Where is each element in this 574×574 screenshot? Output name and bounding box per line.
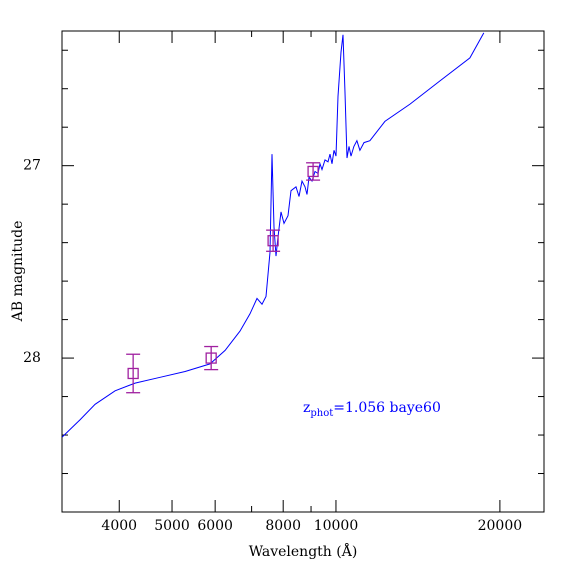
sed-line	[62, 32, 485, 438]
data-point	[127, 367, 139, 380]
data-point	[267, 235, 279, 247]
x-tick-label: 6000	[197, 518, 233, 534]
annotation-sub: phot	[310, 408, 333, 419]
x-tick-label: 4000	[101, 518, 137, 534]
annotation-main: z	[303, 400, 310, 416]
y-tick-label: 28	[23, 350, 41, 366]
y-tick-label: 27	[23, 158, 41, 174]
data-point	[205, 352, 217, 364]
x-tick-label: 10000	[314, 518, 359, 534]
y-axis-label: AB magnitude	[10, 221, 26, 323]
x-axis-label: Wavelength (Å)	[249, 542, 358, 560]
plot-frame	[61, 30, 545, 513]
x-tick-label: 20000	[478, 518, 523, 534]
annotation-rest: =1.056 baye60	[333, 400, 441, 416]
annotation: zphot=1.056 baye60	[303, 400, 441, 419]
data-point	[307, 165, 319, 178]
x-tick-label: 5000	[154, 518, 190, 534]
x-tick-label: 8000	[265, 518, 301, 534]
